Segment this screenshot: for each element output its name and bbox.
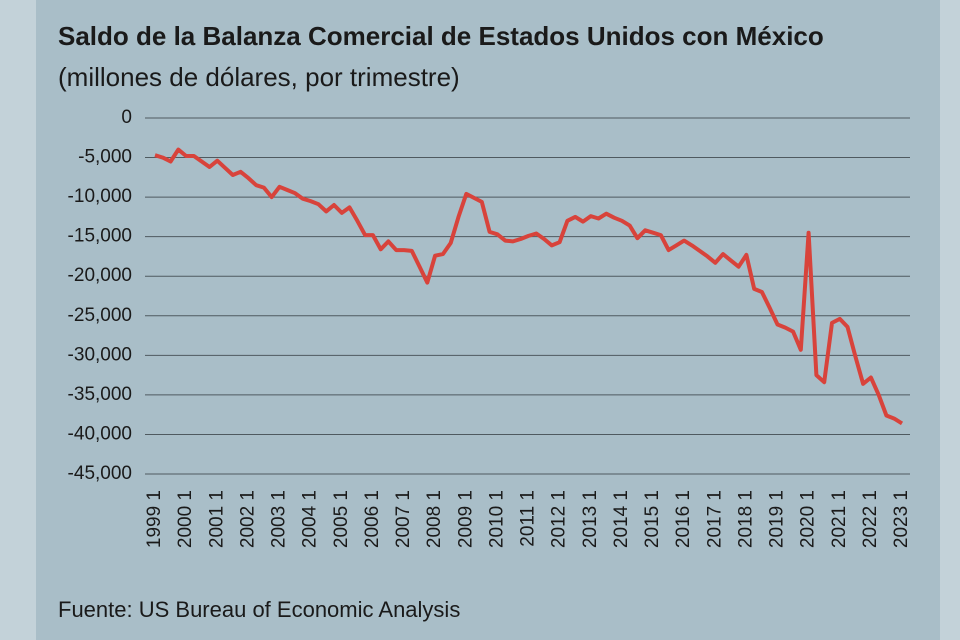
chart-subtitle: (millones de dólares, por trimestre) <box>58 62 460 92</box>
x-tick-label: 2008 1 <box>424 490 445 548</box>
x-tick-label: 2016 1 <box>673 490 694 548</box>
x-tick-label: 2004 1 <box>300 490 321 548</box>
y-tick-label: -15,000 <box>68 226 132 247</box>
y-tick-label: -35,000 <box>68 384 132 405</box>
x-tick-label: 2021 1 <box>829 490 850 548</box>
x-tick-label: 2009 1 <box>455 490 476 548</box>
x-tick-label: 2012 1 <box>549 490 570 548</box>
x-tick-label: 2020 1 <box>798 490 819 548</box>
x-tick-label: 1999 1 <box>144 490 165 548</box>
panel <box>36 0 940 640</box>
y-tick-label: 0 <box>121 107 132 128</box>
x-tick-label: 2017 1 <box>704 490 725 548</box>
y-tick-label: -25,000 <box>68 305 132 326</box>
x-tick-label: 2000 1 <box>175 490 196 548</box>
y-tick-label: -45,000 <box>68 463 132 484</box>
x-tick-label: 2019 1 <box>767 490 788 548</box>
chart-title: Saldo de la Balanza Comercial de Estados… <box>58 21 824 51</box>
x-tick-label: 2003 1 <box>269 490 290 548</box>
y-tick-label: -30,000 <box>68 344 132 365</box>
y-tick-label: -40,000 <box>68 423 132 444</box>
x-tick-label: 2010 1 <box>486 490 507 548</box>
x-tick-label: 2013 1 <box>580 490 601 548</box>
x-tick-label: 2007 1 <box>393 490 414 548</box>
source: Fuente: US Bureau of Economic Analysis <box>58 597 460 622</box>
y-tick-label: -10,000 <box>68 186 132 207</box>
x-tick-label: 2014 1 <box>611 490 632 548</box>
data-line <box>154 147 904 426</box>
x-tick-label: 2002 1 <box>237 490 258 548</box>
y-tick-label: -5,000 <box>78 147 132 168</box>
x-tick-label: 2011 1 <box>518 490 539 547</box>
x-tick-label: 2015 1 <box>642 490 663 548</box>
x-tick-label: 2001 1 <box>206 490 227 548</box>
x-tick-label: 2006 1 <box>362 490 383 548</box>
y-tick-label: -20,000 <box>68 265 132 286</box>
x-tick-label: 2022 1 <box>860 490 881 548</box>
x-tick-label: 2023 1 <box>891 490 912 548</box>
x-tick-label: 2018 1 <box>735 490 756 548</box>
x-tick-label: 2005 1 <box>331 490 352 548</box>
